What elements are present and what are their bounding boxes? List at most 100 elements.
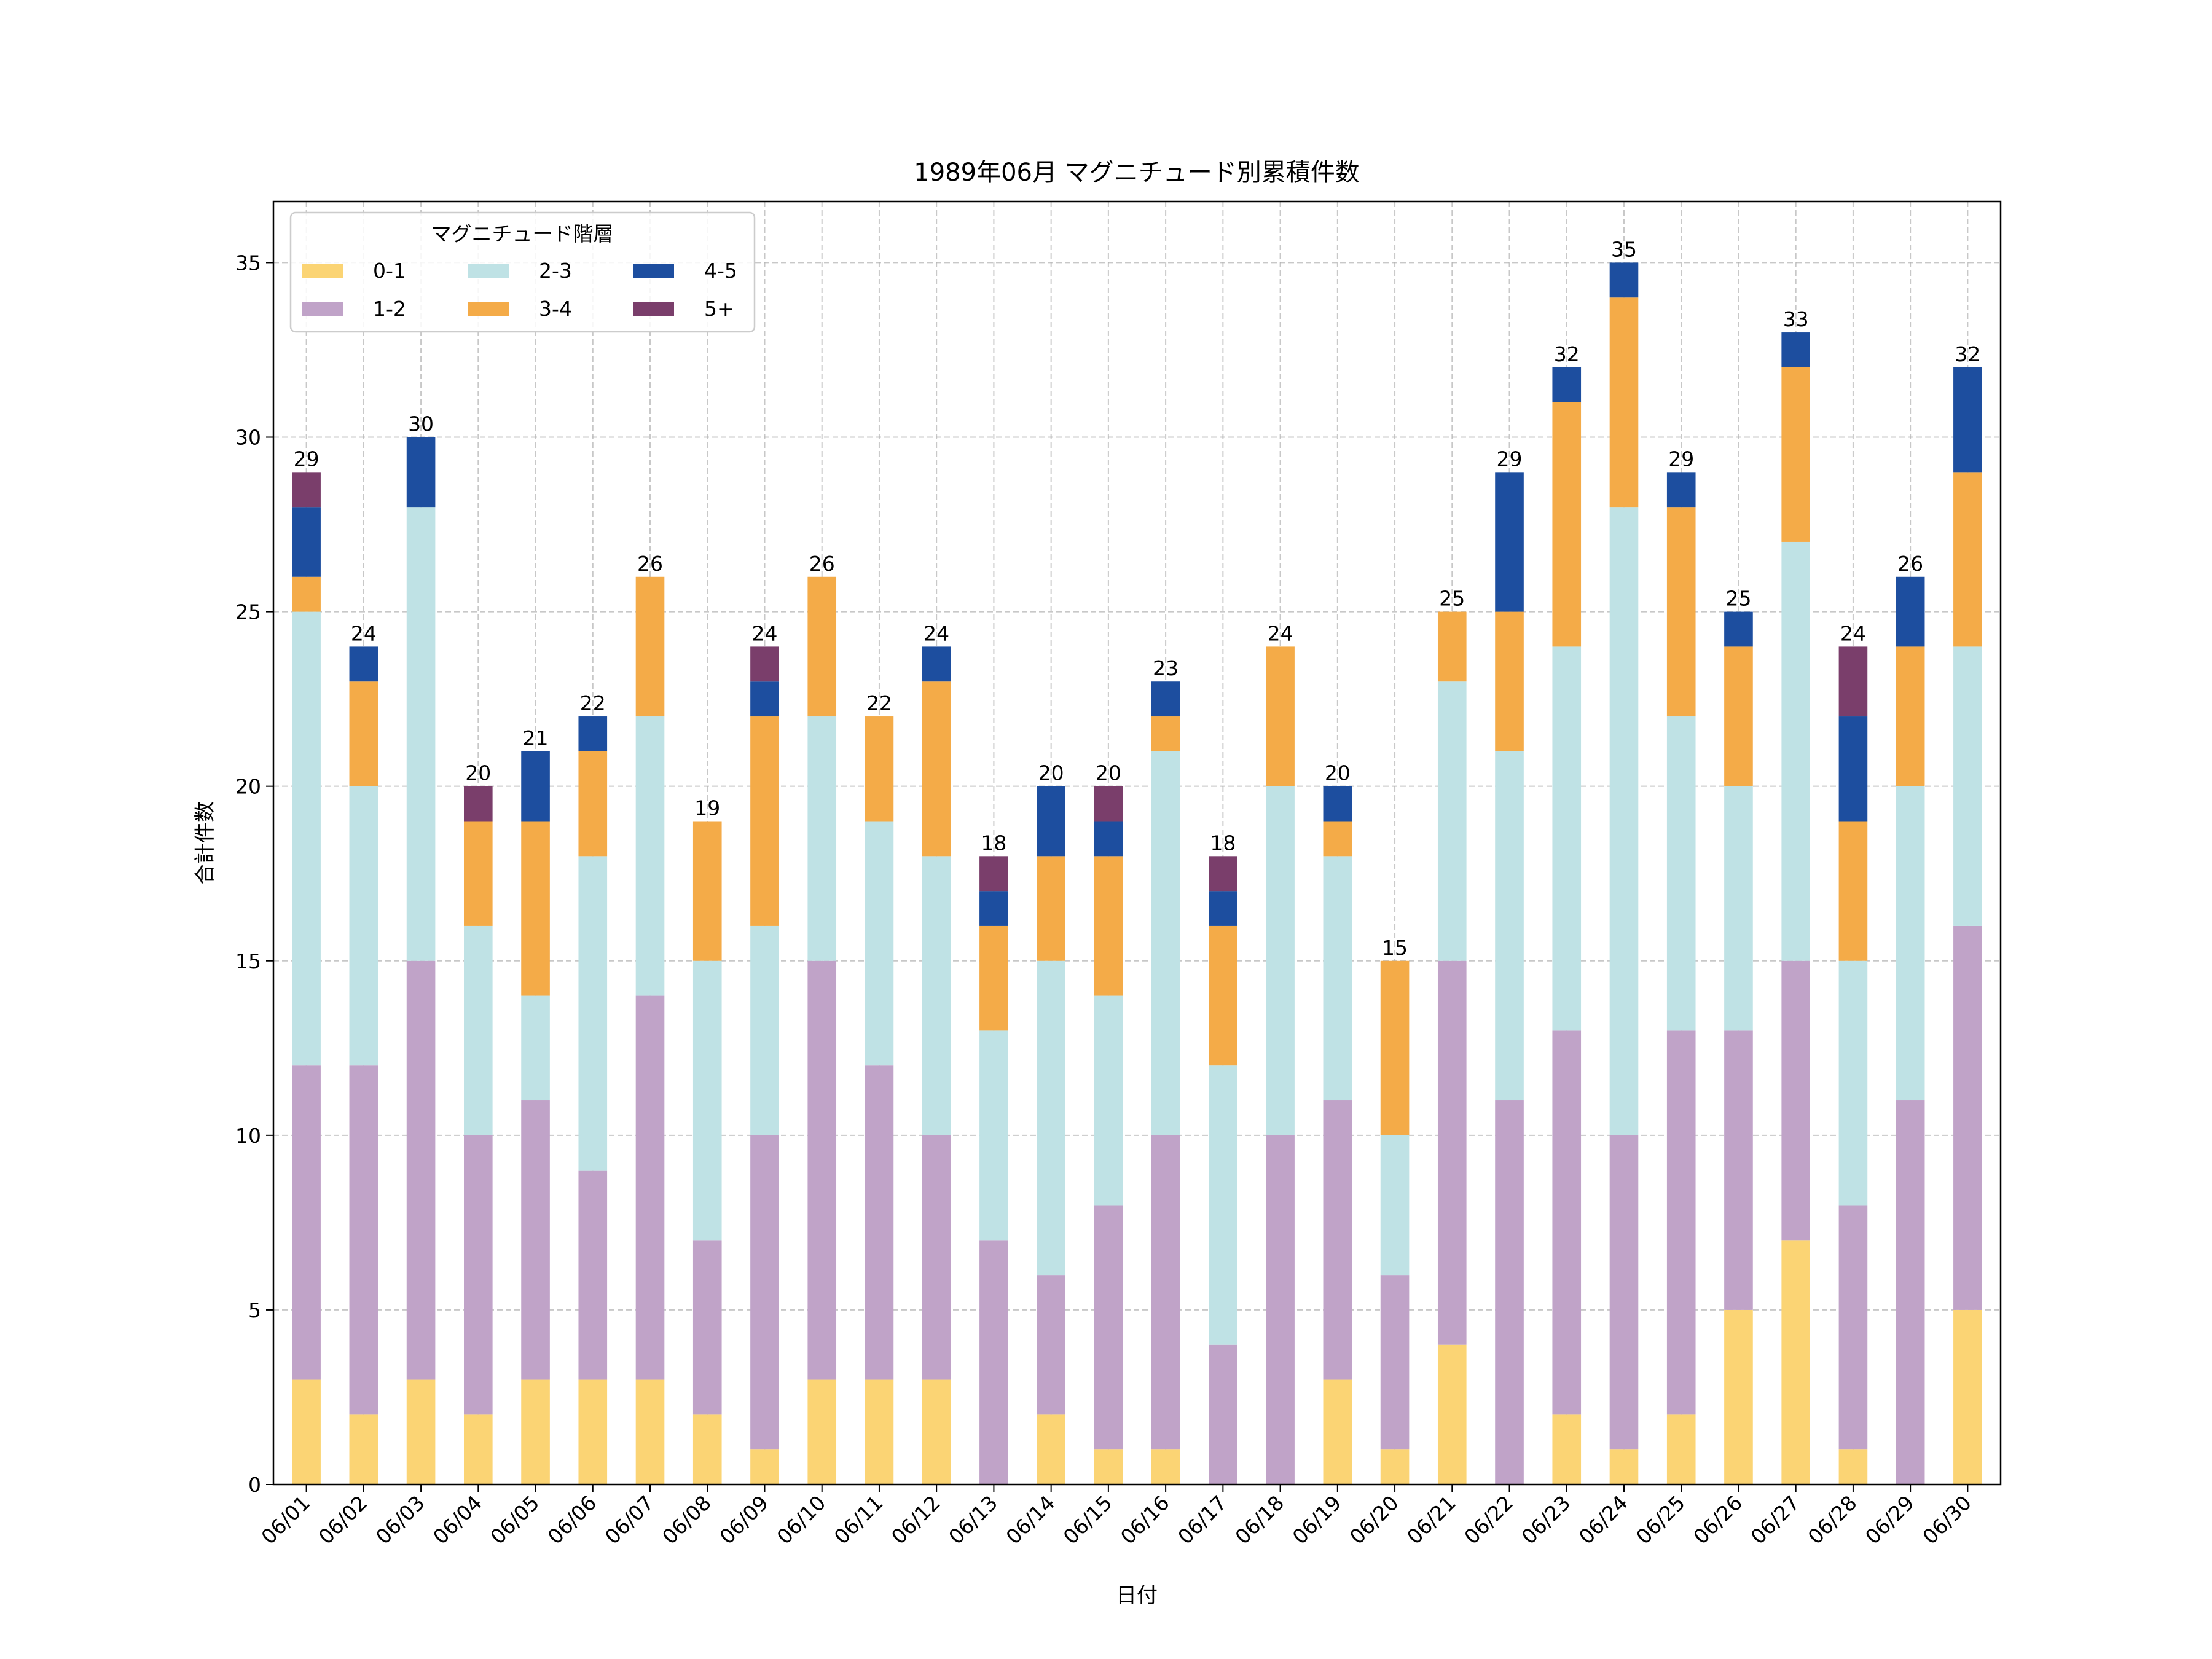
bar-segment-2-3 (1323, 856, 1352, 1101)
bar-segment-2-3 (865, 821, 894, 1066)
bar-segment-1-2 (750, 1135, 779, 1450)
bar-segment-4-5 (1209, 891, 1237, 926)
bar-segment-1-2 (1495, 1100, 1524, 1484)
legend-swatch-4-5 (633, 264, 674, 278)
y-tick-label: 25 (235, 600, 261, 624)
bar-segment-3-4 (521, 821, 550, 996)
bar-segment-0-1 (1552, 1414, 1582, 1484)
bar-segment-2-3 (1037, 960, 1065, 1276)
total-label: 21 (523, 726, 549, 750)
legend-label: 0-1 (373, 259, 406, 283)
bar-segment-4-5 (1552, 367, 1582, 402)
total-label: 22 (866, 691, 892, 715)
bar-segment-1-2 (635, 995, 665, 1380)
legend-label: 1-2 (373, 297, 406, 321)
bar-segment-1-2 (1323, 1100, 1352, 1380)
bar-segment-5+ (1838, 646, 1868, 717)
legend-swatch-2-3 (468, 264, 509, 278)
bar-segment-2-3 (635, 716, 665, 996)
bar-segment-3-4 (807, 576, 837, 717)
bar-segment-2-3 (1781, 541, 1810, 961)
bar-segment-1-2 (1552, 1030, 1582, 1415)
bar-segment-0-1 (1094, 1449, 1123, 1484)
bar-segment-1-2 (1609, 1135, 1639, 1450)
legend-swatch-3-4 (468, 302, 509, 316)
bar-segment-2-3 (292, 611, 321, 1066)
bar-segment-2-3 (1953, 646, 1982, 926)
bar-segment-0-1 (292, 1379, 321, 1484)
bar-segment-3-4 (922, 681, 951, 857)
bar-segment-3-4 (750, 716, 779, 926)
bar-segment-3-4 (1666, 507, 1696, 717)
bar-segment-3-4 (979, 925, 1008, 1031)
total-label: 32 (1554, 342, 1580, 366)
bar-segment-2-3 (1437, 681, 1467, 961)
total-label: 20 (465, 761, 491, 785)
bar-segment-3-4 (292, 576, 321, 612)
bar-segment-0-1 (1037, 1414, 1065, 1484)
bar-segment-2-3 (807, 716, 837, 961)
bar-segment-3-4 (692, 821, 722, 961)
bar-segment-1-2 (1838, 1205, 1868, 1450)
bar-segment-1-2 (1266, 1135, 1295, 1484)
bar-segment-2-3 (1151, 751, 1180, 1135)
bar-segment-0-1 (1609, 1449, 1639, 1484)
bar-segment-2-3 (1266, 786, 1295, 1135)
bar-segment-4-5 (292, 507, 321, 577)
bar-segment-4-5 (406, 437, 436, 508)
bar-segment-1-2 (1781, 960, 1810, 1241)
bar-segment-3-4 (1552, 402, 1582, 647)
bar-segment-2-3 (1724, 786, 1753, 1031)
bar-segment-0-1 (1781, 1240, 1810, 1484)
bar-segment-0-1 (692, 1414, 722, 1484)
bar-segment-0-1 (635, 1379, 665, 1484)
bar-segment-3-4 (1094, 856, 1123, 996)
bar-segment-4-5 (349, 646, 378, 682)
y-tick-label: 20 (235, 775, 261, 799)
bar-segment-0-1 (578, 1379, 608, 1484)
bar-segment-3-4 (1209, 925, 1237, 1066)
total-label: 18 (981, 831, 1006, 855)
bar-segment-0-1 (750, 1449, 779, 1484)
bar-segment-3-4 (1323, 821, 1352, 857)
total-label: 20 (1325, 761, 1351, 785)
bar-segment-0-1 (1437, 1344, 1467, 1484)
bar-segment-3-4 (1953, 472, 1982, 647)
bar-segment-2-3 (1094, 995, 1123, 1206)
y-tick-label: 15 (235, 949, 261, 973)
bar-segment-0-1 (1724, 1309, 1753, 1484)
total-labels: 29 24 30 20 21 22 26 19 24 26 22 24 18 20 20 23 18 24 20 15… (294, 237, 1981, 959)
bar-segment-0-1 (1323, 1379, 1352, 1484)
bar-segment-2-3 (578, 856, 608, 1171)
bar-segment-1-2 (521, 1100, 550, 1380)
bar-segment-3-4 (1724, 646, 1753, 786)
total-label: 24 (924, 621, 949, 645)
total-label: 35 (1611, 237, 1637, 261)
bar-segment-1-2 (1437, 960, 1467, 1345)
bar-segment-5+ (464, 786, 493, 822)
bar-segment-1-2 (578, 1170, 608, 1380)
bar-segment-1-2 (1666, 1030, 1696, 1415)
bar-segment-1-2 (692, 1240, 722, 1415)
bar-segment-1-2 (1896, 1100, 1925, 1484)
bar-segment-4-5 (1495, 472, 1524, 612)
bar-segment-2-3 (1209, 1065, 1237, 1345)
legend-swatch-0-1 (302, 264, 343, 278)
bar-segment-3-4 (635, 576, 665, 717)
bar-segment-2-3 (1666, 716, 1696, 1031)
bar-segment-0-1 (1666, 1414, 1696, 1484)
bar-segment-3-4 (1609, 297, 1639, 508)
bar-segment-4-5 (521, 751, 550, 822)
bar-segment-2-3 (922, 856, 951, 1135)
total-label: 26 (637, 552, 663, 576)
bar-segment-2-3 (406, 507, 436, 961)
bar-segment-1-2 (1037, 1275, 1065, 1415)
bar-segment-2-3 (464, 925, 493, 1135)
bar-segment-1-2 (865, 1065, 894, 1380)
total-label: 18 (1210, 831, 1236, 855)
bar-segment-0-1 (1380, 1449, 1410, 1484)
bar-segment-0-1 (1953, 1309, 1982, 1484)
bar-segment-1-2 (1380, 1275, 1410, 1450)
total-label: 24 (1840, 621, 1866, 645)
